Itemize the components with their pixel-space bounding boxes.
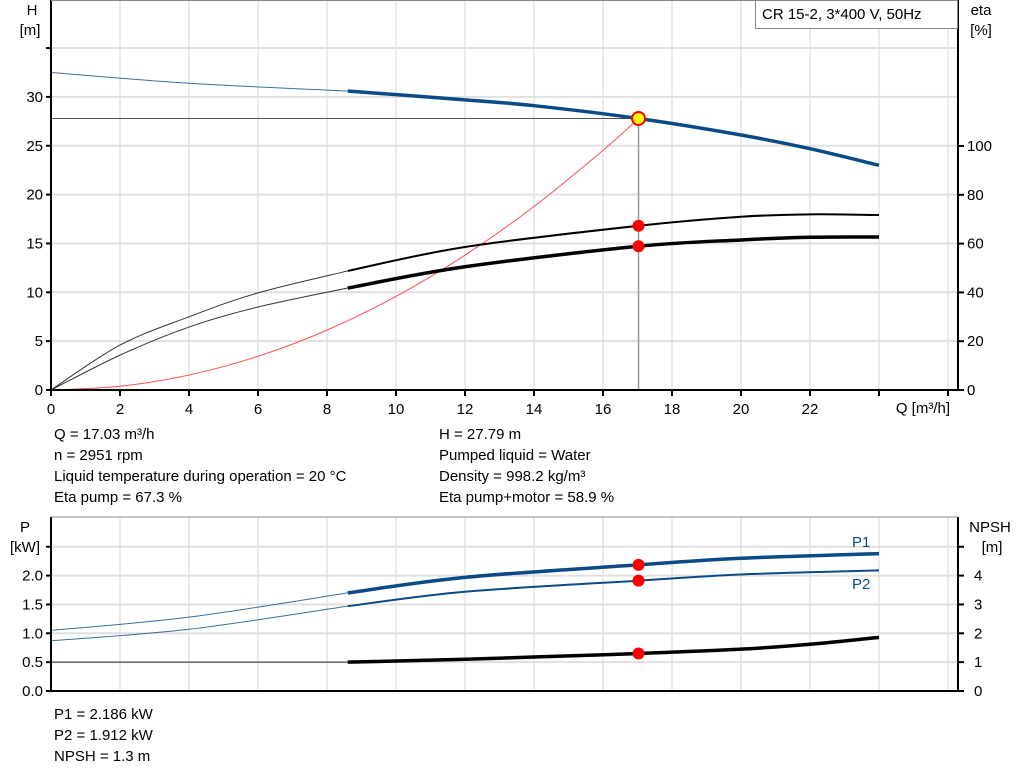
y2-tick-label: 60 <box>967 236 984 253</box>
y2-tick-label: 0 <box>967 382 975 399</box>
npsh-marker <box>632 647 645 660</box>
x-tick-label: 18 <box>664 401 681 418</box>
y-tick-label: 1.0 <box>22 625 43 642</box>
top-grid <box>51 0 958 390</box>
y2-tick-label: 1 <box>974 654 982 671</box>
info-liquid: Pumped liquid = Water <box>439 447 591 464</box>
head-curve <box>347 89 880 167</box>
y-tick-label: 5 <box>35 333 43 350</box>
y2-tick-label: 3 <box>974 596 982 613</box>
info-temperature: Liquid temperature during operation = 20… <box>54 468 347 485</box>
x-tick-label: 16 <box>595 401 612 418</box>
info-speed: n = 2951 rpm <box>54 447 143 464</box>
y-tick-label: 15 <box>26 235 43 252</box>
y-tick-label: 25 <box>26 138 43 155</box>
eta-pump-marker <box>632 219 645 232</box>
y-tick-label: 0 <box>35 382 43 399</box>
y-tick-label: 0.5 <box>22 654 43 671</box>
y2-tick-label: 40 <box>967 284 984 301</box>
info-eta-pump-motor: Eta pump+motor = 58.9 % <box>439 489 615 506</box>
y2-axis-label-eta: eta <box>971 2 993 19</box>
eta-pump-motor-curve <box>347 235 880 290</box>
y2-tick-label: 2 <box>974 625 982 642</box>
p1-marker <box>632 558 645 571</box>
y-axis-unit-p: [kW] <box>10 539 40 556</box>
y2-tick-label: 20 <box>967 333 984 350</box>
legend-p1: P1 <box>852 534 870 551</box>
info-head: H = 27.79 m <box>439 426 522 443</box>
axes: 0 2 4 6 8 10 12 14 16 18 20 22051015202530020406080… <box>22 0 992 700</box>
x-tick-label: 22 <box>802 401 819 418</box>
x-tick-label: 20 <box>733 401 750 418</box>
p1-curve-thin <box>50 592 348 631</box>
y-axis-label-p: P <box>20 519 30 536</box>
x-tick-label: 8 <box>323 401 331 418</box>
p2-curve-thin <box>50 605 348 642</box>
y-tick-label: 2.0 <box>22 568 43 585</box>
eta-pump-motor-marker <box>632 240 645 253</box>
y-tick-label: 1.5 <box>22 596 43 613</box>
y2-axis-label-npsh: NPSH <box>969 519 1011 536</box>
head-curve-thin <box>50 71 348 92</box>
curves <box>50 71 880 664</box>
system-curve <box>50 118 639 391</box>
y-tick-label: 0.0 <box>22 683 43 700</box>
y2-axis-unit-eta: [%] <box>970 22 992 39</box>
y-axis-unit-h: [m] <box>20 22 41 39</box>
x-tick-label: 10 <box>388 401 405 418</box>
info-flow: Q = 17.03 m³/h <box>54 426 155 443</box>
x-tick-label: 14 <box>526 401 543 418</box>
duty-point-marker <box>631 110 647 126</box>
title-box-text: CR 15-2, 3*400 V, 50Hz <box>762 6 922 23</box>
x-axis-label-q: Q [m³/h] <box>896 400 950 417</box>
y-tick-label: 10 <box>26 284 43 301</box>
info-left: Q = 17.03 m³/h n = 2951 rpm Liquid tempe… <box>54 424 346 508</box>
y2-tick-label: 0 <box>974 683 982 700</box>
info-p2: P2 = 1.912 kW <box>54 727 153 744</box>
x-tick-label: 2 <box>116 401 124 418</box>
p2-marker <box>632 574 645 587</box>
info-eta-pump: Eta pump = 67.3 % <box>54 489 182 506</box>
x-tick-label: 6 <box>254 401 262 418</box>
info-bottom: P1 = 2.186 kW P2 = 1.912 kW NPSH = 1.3 m <box>54 704 153 767</box>
y2-tick-label: 4 <box>974 568 982 585</box>
x-tick-label: 0 <box>47 401 55 418</box>
x-tick-label: 12 <box>457 401 474 418</box>
info-density: Density = 998.2 kg/m³ <box>439 468 586 485</box>
legend-p2: P2 <box>852 576 870 593</box>
info-npsh: NPSH = 1.3 m <box>54 748 151 765</box>
bottom-grid <box>51 517 958 691</box>
eta-pump-curve-thin <box>50 270 348 391</box>
eta-pump-curve <box>347 213 880 272</box>
npsh-curve <box>347 635 880 664</box>
eta-pump-motor-curve-thin <box>50 287 348 391</box>
y-axis-label-h: H <box>27 2 38 19</box>
info-right: H = 27.79 m Pumped liquid = Water Densit… <box>439 424 614 508</box>
y-tick-label: 30 <box>26 89 43 106</box>
x-tick-label: 4 <box>185 401 193 418</box>
y-tick-label: 20 <box>26 187 43 204</box>
info-p1: P1 = 2.186 kW <box>54 706 153 723</box>
labels: H [m] eta [%] Q [m³/h] P [kW] NPSH [m] P… <box>10 2 1011 593</box>
title-box: CR 15-2, 3*400 V, 50Hz <box>755 0 958 29</box>
y2-axis-unit-npsh: [m] <box>982 539 1003 556</box>
y2-tick-label: 100 <box>967 138 992 155</box>
y2-tick-label: 80 <box>967 187 984 204</box>
